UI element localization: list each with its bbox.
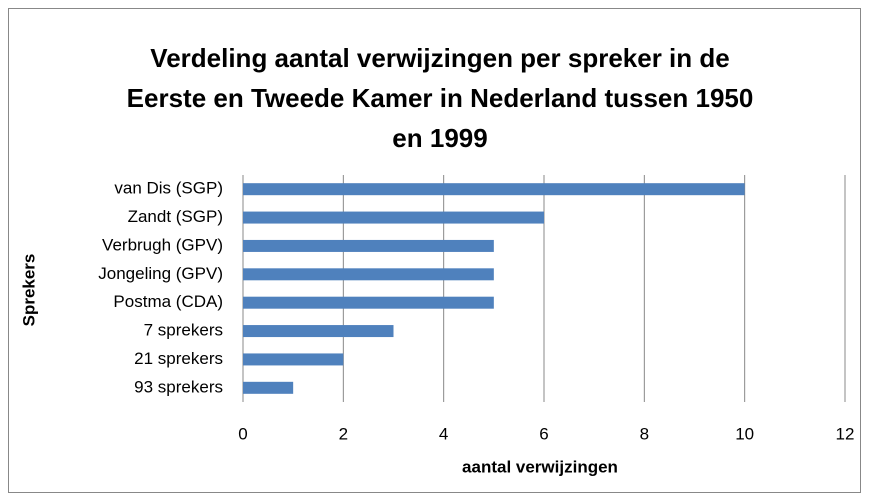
x-tick-label: 0: [238, 424, 247, 443]
x-axis-label: aantal verwijzingen: [462, 457, 618, 476]
bar: [243, 353, 344, 366]
y-tick-label: Jongeling (GPV): [98, 264, 223, 283]
x-tick-label: 12: [836, 424, 855, 443]
bar: [243, 268, 494, 281]
y-tick-label: Verbrugh (GPV): [102, 235, 223, 254]
y-tick-label: Postma (CDA): [113, 292, 223, 311]
bar: [243, 325, 394, 338]
bar: [243, 381, 294, 394]
y-axis-label: Sprekers: [19, 254, 38, 327]
bar: [243, 296, 494, 309]
x-tick-label: 8: [640, 424, 649, 443]
y-tick-label: 21 sprekers: [134, 349, 223, 368]
bar: [243, 239, 494, 252]
x-tick-label: 4: [439, 424, 448, 443]
chart-title: Verdeling aantal verwijzingen per spreke…: [126, 43, 754, 153]
x-tick-label: 2: [339, 424, 348, 443]
bar: [243, 211, 544, 224]
y-tick-label: 7 sprekers: [144, 321, 223, 340]
y-tick-label: van Dis (SGP): [114, 179, 223, 198]
bar: [243, 183, 745, 196]
x-tick-label: 6: [539, 424, 548, 443]
y-tick-label: Zandt (SGP): [128, 207, 223, 226]
y-tick-label: 93 sprekers: [134, 377, 223, 396]
x-tick-label: 10: [735, 424, 754, 443]
